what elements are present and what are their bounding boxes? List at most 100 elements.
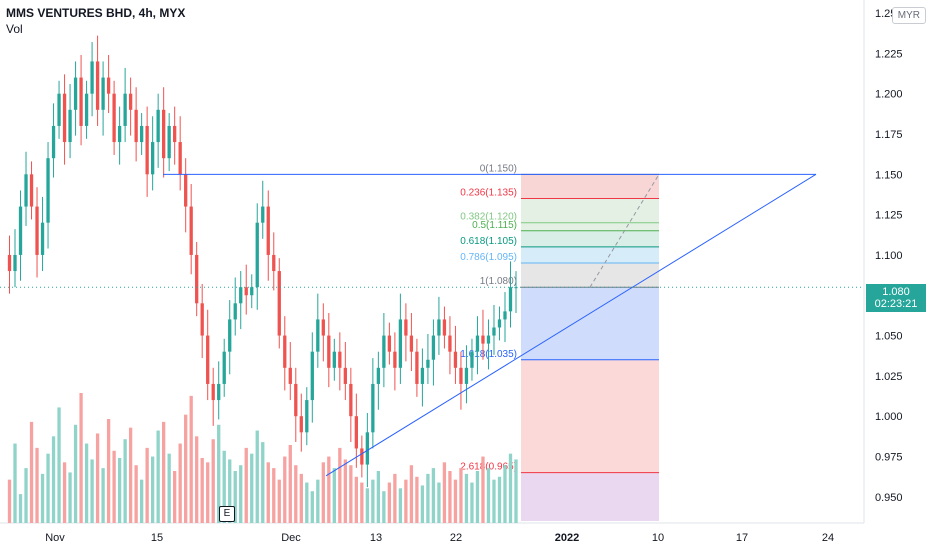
candle-body [299,416,303,433]
volume-bar [327,456,331,523]
volume-bar [398,488,403,523]
candle-body [7,254,12,272]
price-tick-label: 0.950 [875,492,903,504]
volume-bar [51,436,56,523]
candle-body [415,351,419,384]
candle-body [409,335,414,352]
candle-body [222,351,226,384]
candle-body [18,206,23,255]
candle-body [173,125,177,143]
fib-level-label: 0.382(1.120) [460,212,517,223]
volume-bar [321,462,325,523]
volume-bar [343,459,347,523]
candle-body [442,319,447,336]
volume-bar [497,476,502,523]
price-tick-label: 1.150 [875,169,903,181]
candle-body [316,319,320,352]
volume-bar [393,473,397,523]
volume-bar [365,488,370,523]
volume-bar [101,468,105,523]
countdown-timer: 02:23:21 [874,298,918,310]
last-price-value: 1.080 [882,286,910,298]
volume-bar [404,479,408,523]
candle-body [404,319,408,336]
candle-body [426,359,430,368]
candle-body [79,77,83,126]
candle-body [68,109,72,143]
candle-body [51,125,56,159]
candle-body [431,335,436,360]
volume-bar [200,458,204,523]
volume-indicator-label[interactable]: Vol [6,22,23,36]
volume-bar [233,471,237,523]
candle-body [376,367,381,384]
volume-bar [62,462,67,523]
candle-body [255,222,259,288]
fib-zone [521,230,659,247]
volume-bar [106,419,111,523]
candle-body [195,254,199,304]
candle-body [84,93,89,126]
candle-body [184,174,188,207]
candle-body [211,383,215,401]
candle-body [35,206,39,255]
volume-bar [420,485,425,523]
fib-zone [521,263,659,288]
candle-body [117,125,122,143]
volume-bar [360,482,364,523]
candle-body [178,142,182,175]
candle-body [101,77,105,110]
volume-bar [376,471,381,523]
last-price-badge: 1.080 02:23:21 [866,284,926,312]
fib-zone [521,287,659,360]
fib-zone [521,246,659,263]
candle-body [475,335,480,352]
volume-bar [79,393,83,523]
candle-body [128,93,133,110]
volume-bar [299,473,303,523]
candle-body [382,335,386,368]
volume-bar [57,407,61,523]
candle-body [464,367,469,384]
fib-level-label: 0.236(1.135) [460,188,517,199]
volume-bar [112,450,116,523]
volume-bar [288,445,292,523]
candle-body [228,319,232,352]
fib-level-label: 0.5(1.115) [472,220,517,231]
candle-body [217,383,221,401]
candle-body [261,206,265,223]
volume-bar [459,468,463,523]
volume-bar [128,427,133,523]
candle-body [233,303,237,320]
candle-body [387,335,392,352]
price-tick-label: 1.175 [875,129,903,141]
candle-body [343,367,347,384]
volume-bar [206,462,210,523]
volume-bar [228,459,232,523]
candle-body [150,142,155,175]
candle-body [371,383,375,433]
time-tick-label: Nov [45,532,65,544]
volume-bar [283,456,287,523]
candle-body [95,61,100,110]
candle-body [62,93,67,143]
candle-body [332,351,336,368]
fib-zone [521,222,659,231]
time-tick-label: 2022 [555,532,579,544]
volume-bar [35,447,39,523]
candle-body [453,351,458,368]
time-tick-label: 15 [151,532,163,544]
volume-bar [250,453,254,523]
time-tick-label: 17 [736,532,748,544]
fib-level-label: 2.618(0.965) [460,462,517,473]
candle-body [134,109,138,143]
earnings-event-marker[interactable]: E [219,506,235,522]
volume-bar [382,491,386,523]
candle-body [200,303,204,336]
symbol-title[interactable]: MMS VENTURES BHD, 4h, MYX [6,6,186,20]
currency-badge[interactable]: MYR [891,7,926,24]
volume-bar [475,471,480,523]
volume-bar [68,472,72,523]
candle-body [156,109,160,143]
